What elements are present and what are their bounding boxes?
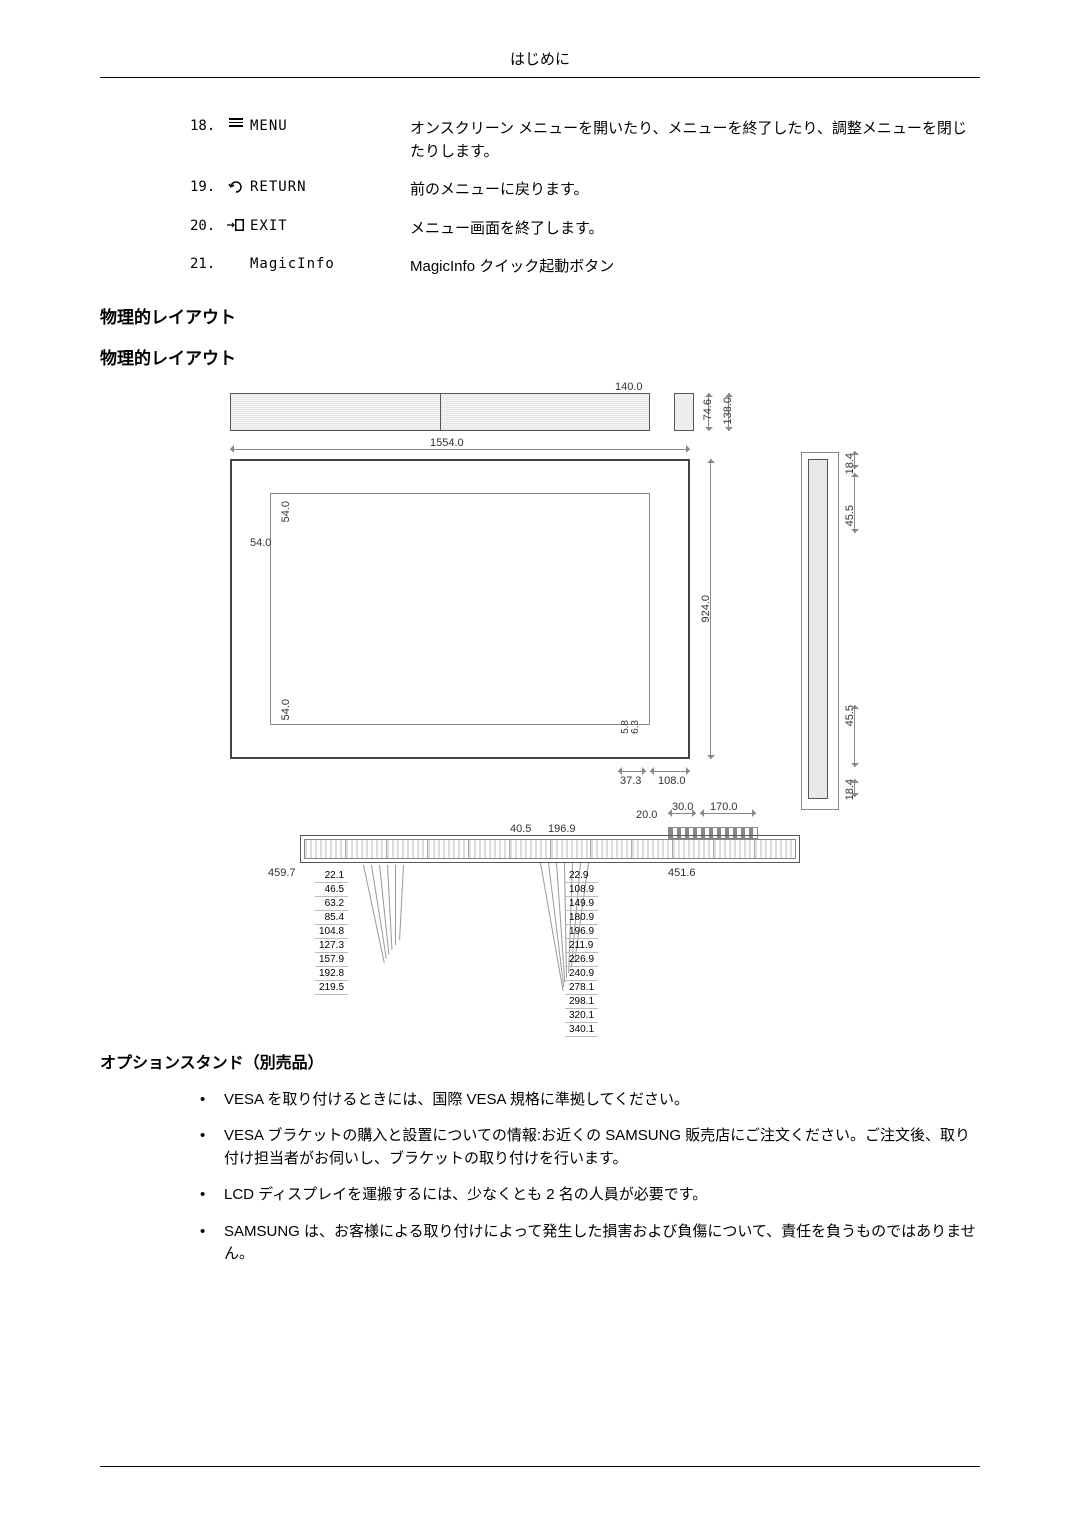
dim-value: 46.5 — [315, 883, 348, 897]
section-heading-physical-2: 物理的レイアウト — [100, 344, 980, 369]
control-number: 20. — [190, 218, 222, 234]
dim-above-r: 196.9 — [548, 823, 576, 835]
bullet-marker: • — [200, 1089, 224, 1112]
bullet-list: • VESA を取り付けるときには、国際 VESA 規格に準拠してください。 •… — [200, 1089, 980, 1266]
dim-mid-width: 1554.0 — [430, 437, 464, 449]
control-number: 18. — [190, 118, 222, 134]
dim-top-width: 140.0 — [615, 381, 643, 393]
bullet-marker: • — [200, 1221, 224, 1244]
dim-value: 22.1 — [315, 869, 348, 883]
control-label: RETURN — [250, 179, 370, 195]
dim-grip-2: 6.3 — [630, 720, 641, 734]
dim-value: 22.9 — [565, 869, 598, 883]
dim-value: 196.9 — [565, 925, 598, 939]
exit-icon — [222, 218, 250, 232]
section-heading-optional-stand: オプションスタンド（別売品） — [100, 1049, 980, 1073]
dim-value: 226.9 — [565, 953, 598, 967]
dim-bottom-x2: 108.0 — [658, 775, 686, 787]
diagram-mid-view: 1554.0 54.0 54.0 54.0 924.0 5.8 6.3 37.3… — [220, 445, 860, 805]
dim-value: 180.9 — [565, 911, 598, 925]
dim-value: 192.8 — [315, 967, 348, 981]
dim-value: 211.9 — [565, 939, 598, 953]
menu-icon — [222, 118, 250, 129]
bullet-text: VESA ブラケットの購入と設置についての情報:お近くの SAMSUNG 販売店… — [224, 1125, 980, 1170]
section-heading-physical-1: 物理的レイアウト — [100, 303, 980, 328]
control-number: 19. — [190, 179, 222, 195]
dim-value: 340.1 — [565, 1023, 598, 1037]
dim-value: 149.9 — [565, 897, 598, 911]
diagram-top-view: 140.0 74.6 138.0 — [220, 385, 860, 445]
dim-value: 278.1 — [565, 981, 598, 995]
control-description: 前のメニューに戻ります。 — [370, 179, 980, 202]
dim-top-h2: 138.0 — [722, 397, 734, 425]
bullet-text: LCD ディスプレイを運搬するには、少なくとも 2 名の人員が必要です。 — [224, 1184, 980, 1207]
dim-bot-r1: 30.0 — [672, 801, 693, 813]
control-label: MENU — [250, 118, 370, 134]
page-header-title: はじめに — [100, 48, 980, 78]
control-label: EXIT — [250, 218, 370, 234]
bullet-item: • SAMSUNG は、お客様による取り付けによって発生した損害および負傷につい… — [200, 1221, 980, 1266]
dim-value: 63.2 — [315, 897, 348, 911]
control-description: オンスクリーン メニューを開いたり、メニューを終了したり、調整メニューを閉じたり… — [370, 118, 980, 163]
dim-value: 104.8 — [315, 925, 348, 939]
control-label: MagicInfo — [250, 256, 370, 272]
dim-value: 298.1 — [565, 995, 598, 1009]
dim-bottom-x1: 37.3 — [620, 775, 641, 787]
dim-value: 157.9 — [315, 953, 348, 967]
dim-bot-gap: 20.0 — [636, 809, 657, 821]
dim-bot-r2: 170.0 — [710, 801, 738, 813]
bullet-item: • VESA を取り付けるときには、国際 VESA 規格に準拠してください。 — [200, 1089, 980, 1112]
control-description: MagicInfo クイック起動ボタン — [370, 256, 980, 279]
return-icon — [222, 179, 250, 195]
control-row: 20. EXIT メニュー画面を終了します。 — [190, 218, 980, 241]
dim-value: 240.9 — [565, 967, 598, 981]
dim-right-w: 451.6 — [668, 867, 696, 879]
control-number: 21. — [190, 256, 222, 272]
diagram-bottom-view: 20.0 30.0 170.0 40.5 196.9 459.7 451.6 — [220, 805, 860, 1025]
bullet-text: VESA を取り付けるときには、国際 VESA 規格に準拠してください。 — [224, 1089, 980, 1112]
bullet-item: • LCD ディスプレイを運搬するには、少なくとも 2 名の人員が必要です。 — [200, 1184, 980, 1207]
dim-mid-height: 924.0 — [700, 595, 712, 623]
dim-value: 108.9 — [565, 883, 598, 897]
bullet-item: • VESA ブラケットの購入と設置についての情報:お近くの SAMSUNG 販… — [200, 1125, 980, 1170]
dim-value: 219.5 — [315, 981, 348, 995]
dim-top-h1: 74.6 — [702, 399, 714, 420]
bullet-marker: • — [200, 1184, 224, 1207]
control-row: 18. MENU オンスクリーン メニューを開いたり、メニューを終了したり、調整… — [190, 118, 980, 163]
dim-mid-54-outer: 54.0 — [250, 537, 271, 549]
dim-mid-54-bot: 54.0 — [280, 699, 292, 720]
dim-column-right: 22.9 108.9 149.9 180.9 196.9 211.9 226.9… — [565, 869, 598, 1037]
dim-left-w: 459.7 — [268, 867, 296, 879]
dim-value: 320.1 — [565, 1009, 598, 1023]
dim-value: 127.3 — [315, 939, 348, 953]
diagram-area: 140.0 74.6 138.0 1554.0 54.0 54.0 54.0 9… — [220, 385, 860, 1025]
control-row: 21. MagicInfo MagicInfo クイック起動ボタン — [190, 256, 980, 279]
control-description: メニュー画面を終了します。 — [370, 218, 980, 241]
footer-line — [100, 1466, 980, 1467]
bullet-text: SAMSUNG は、お客様による取り付けによって発生した損害および負傷について、… — [224, 1221, 980, 1266]
bullet-marker: • — [200, 1125, 224, 1148]
control-row: 19. RETURN 前のメニューに戻ります。 — [190, 179, 980, 202]
dim-value: 85.4 — [315, 911, 348, 925]
dim-above-l: 40.5 — [510, 823, 531, 835]
dim-mid-54-v: 54.0 — [280, 501, 292, 522]
control-table: 18. MENU オンスクリーン メニューを開いたり、メニューを終了したり、調整… — [190, 118, 980, 279]
dim-column-left: 22.1 46.5 63.2 85.4 104.8 127.3 157.9 19… — [315, 869, 348, 995]
